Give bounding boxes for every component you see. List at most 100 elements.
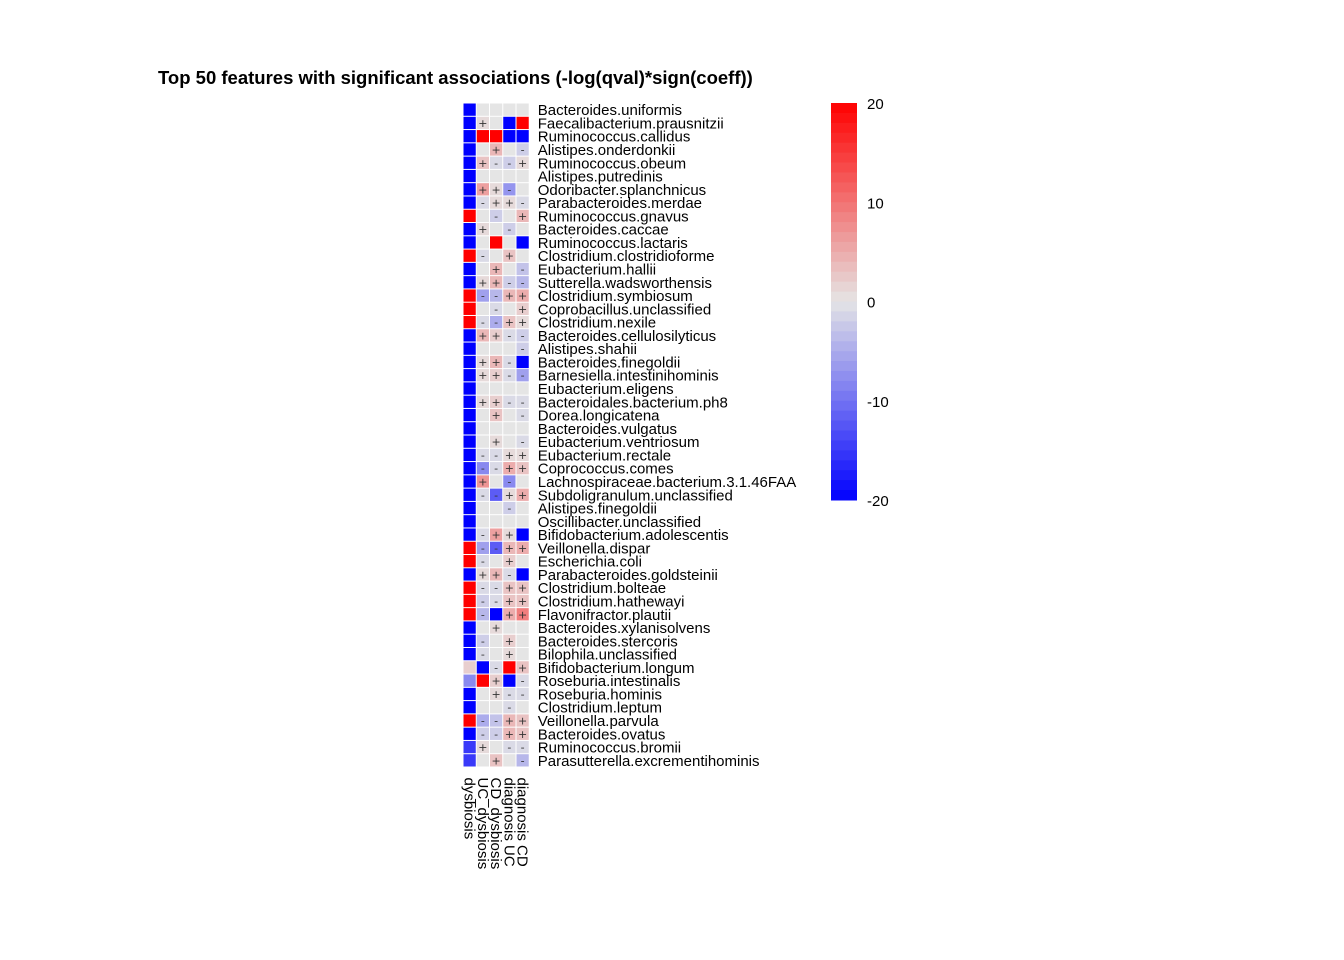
significance-mark: - [521,396,525,409]
heatmap-cell [476,674,489,687]
heatmap-cell [490,422,503,435]
colorbar-segment [831,380,857,392]
heatmap-cell [516,209,529,223]
column-label: dysbiosis [461,778,478,840]
heatmap-cell [476,209,489,223]
row-label: Clostridium.symbiosum [538,288,693,305]
heatmap-cell [490,302,503,315]
significance-mark: + [505,290,514,303]
heatmap-cell [490,196,503,209]
heatmap-cell [503,555,516,568]
heatmap-cell [490,528,503,541]
significance-mark: + [518,715,527,728]
significance-mark: + [478,157,487,170]
heatmap-cell [516,528,529,541]
row-label: Barnesiella.intestinihominis [538,368,719,385]
heatmap-cell [516,355,529,369]
significance-mark: - [481,595,485,608]
heatmap-cell [463,342,476,355]
heatmap-cell [503,727,516,740]
colorbar-segment [831,361,857,372]
significance-mark: - [481,648,485,661]
significance-mark: - [521,675,525,688]
significance-mark: + [505,250,514,263]
significance-mark: + [478,329,487,342]
significance-mark: - [507,369,511,382]
heatmap-cell [463,568,476,581]
heatmap-cell [516,342,529,355]
significance-mark: + [492,263,501,276]
row-label: Ruminococcus.lactaris [538,235,688,252]
heatmap-cell [503,754,516,767]
heatmap-cell [503,475,516,488]
heatmap-cell [476,568,489,581]
heatmap-cell [490,183,503,196]
heatmap-cell [476,701,489,714]
significance-mark: - [481,449,485,462]
colorbar-segment [831,460,857,471]
colorbar-segment [831,301,857,312]
heatmap-cell [490,209,503,223]
heatmap-cell [490,754,503,767]
heatmap-cell [490,435,503,448]
heatmap-cell [503,581,516,594]
row-label: Coprobacillus.unclassified [538,301,711,318]
heatmap-cell [490,408,503,422]
heatmap-cell [476,501,489,515]
heatmap-cell [476,687,489,701]
heatmap-cell [463,130,476,143]
heatmap-cell [463,355,476,369]
row-label: Eubacterium.rectale [538,447,671,464]
heatmap-cell [516,541,529,555]
heatmap-cell [476,541,489,555]
colorbar-segment [831,430,857,441]
heatmap-cell [503,103,516,116]
colorbar-segment [831,341,857,352]
row-label: Parasutterella.excrementihominis [538,753,760,770]
significance-mark: + [505,197,514,210]
heatmap-cell [463,408,476,422]
heatmap-cell [490,568,503,581]
colorbar-tick-label: 10 [867,195,884,212]
colorbar-segment [831,212,857,223]
heatmap-cell [503,422,516,435]
colorbar-segment [831,152,857,164]
heatmap-cell [463,382,476,395]
heatmap-cell [516,647,529,661]
heatmap-cell [490,262,503,276]
heatmap-cell [463,262,476,276]
row-label: Bacteroides.cellulosilyticus [538,328,716,345]
heatmap-cell [476,382,489,395]
significance-mark: + [478,223,487,236]
significance-mark: + [505,728,514,741]
heatmap-cell [476,130,489,143]
significance-mark: - [507,741,511,754]
heatmap-cell [516,276,529,289]
heatmap-cell [490,342,503,355]
heatmap-cell [476,262,489,276]
heatmap-cell [490,608,503,621]
heatmap-cell [503,408,516,422]
row-label: Bacteroides.xylanisolvens [538,620,711,637]
row-label: Roseburia.hominis [538,686,662,703]
row-label: Faecalibacterium.prausnitzii [538,115,724,132]
heatmap-cell [490,727,503,740]
row-label: Ruminococcus.bromii [538,740,681,757]
heatmap-cell [476,116,489,130]
heatmap-cell [516,501,529,515]
heatmap-cell [490,329,503,342]
heatmap-cell [503,634,516,647]
heatmap-cell [476,462,489,475]
heatmap-cell [463,555,476,568]
significance-mark: + [478,356,487,369]
significance-mark: + [492,183,501,196]
heatmap-cell [476,528,489,541]
significance-mark: - [494,582,498,595]
heatmap-cell [463,475,476,488]
heatmap-cell [476,488,489,501]
significance-mark: - [507,396,511,409]
heatmap-cell [463,315,476,329]
colorbar-segment [831,420,857,432]
heatmap-cell [490,740,503,754]
column-label: CD_dysbiosis [487,778,504,870]
